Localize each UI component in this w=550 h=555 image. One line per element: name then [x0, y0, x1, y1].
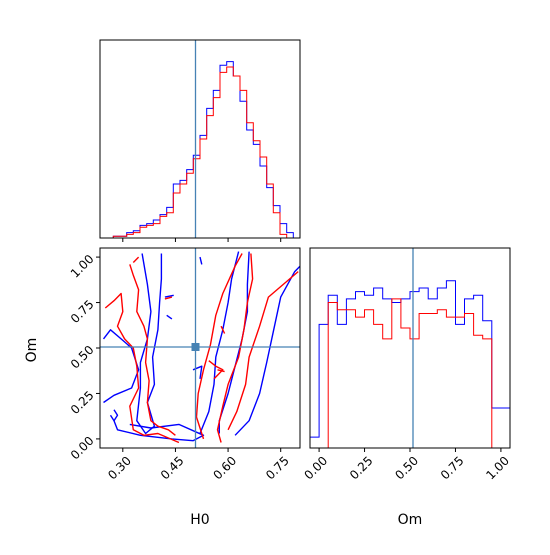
contour-series-2-line-3	[195, 253, 243, 440]
h0-marginal-panel	[99, 39, 301, 242]
contour-series-1-line-9	[164, 294, 174, 298]
contour-series-2-line-8	[217, 369, 225, 373]
contour-series-1-line-5	[218, 251, 250, 434]
contour-series-2-line-10	[132, 256, 140, 263]
om-x-tick-label: 0.75	[438, 454, 467, 483]
om-histograms	[310, 280, 510, 448]
joint-y-tick-label: 0.25	[68, 388, 97, 417]
om-histogram-series-1	[310, 280, 510, 448]
h0-histogram-series-2	[100, 66, 300, 238]
contour-series-1-line-3	[136, 253, 163, 435]
h0-om-contours	[102, 251, 300, 444]
joint-x-axis-label: H0	[190, 512, 209, 528]
joint-truth-marker	[191, 343, 200, 351]
joint-y-axis-label: Om	[24, 338, 40, 363]
om-x-tick-label: 0.00	[301, 454, 330, 483]
contour-series-1-line-4	[199, 251, 240, 434]
joint-y-tick-label: 0.75	[68, 297, 97, 326]
joint-y-tick-label: 0.00	[68, 434, 97, 463]
contour-series-2-line-4	[216, 253, 254, 443]
om-marginal-frame	[309, 247, 511, 449]
contour-series-2-line-6	[208, 360, 224, 380]
joint-y-tick-label: 1.00	[68, 252, 97, 281]
h0-marginal-frame	[99, 39, 301, 239]
om-x-tick-label: 0.50	[392, 454, 421, 483]
joint-x-tick-label: 0.75	[263, 454, 292, 483]
contour-series-2-line-7	[220, 325, 226, 334]
contour-series-1-line-2	[113, 420, 205, 442]
contour-series-2-line-1	[104, 292, 180, 444]
joint-x-tick-label: 0.60	[210, 454, 239, 483]
om-marginal-panel: 0.00 0.25 0.50 0.75 1.00 Om	[301, 247, 512, 528]
joint-x-tick-label: 0.45	[158, 454, 187, 483]
joint-panel: 0.30 0.45 0.60 0.75 0.00 0.25 0.50 0.75 1.00 H0…	[24, 247, 301, 528]
joint-x-ticks: 0.30 0.45 0.60 0.75	[105, 448, 292, 482]
joint-x-tick-label: 0.30	[105, 454, 134, 483]
contour-series-2-line-2	[129, 264, 176, 436]
contour-series-1-line-8	[199, 256, 203, 265]
contour-series-2-line-5	[227, 271, 299, 431]
om-histogram-series-2	[310, 298, 510, 448]
contour-series-1-line-6	[234, 265, 300, 436]
h0-histograms	[100, 61, 300, 238]
joint-y-ticks: 0.00 0.25 0.50 0.75 1.00	[68, 252, 100, 463]
om-x-tick-label: 0.25	[347, 454, 376, 483]
contour-series-1-line-11	[109, 409, 119, 422]
contour-series-2-line-9	[164, 296, 173, 300]
om-x-ticks: 0.00 0.25 0.50 0.75 1.00	[301, 448, 512, 482]
h0-marginal-x-ticks	[122, 238, 282, 242]
joint-y-tick-label: 0.50	[68, 343, 97, 372]
om-x-tick-label: 1.00	[483, 454, 512, 483]
contour-series-1-line-10	[166, 314, 173, 320]
contour-series-1-line-7	[192, 365, 203, 379]
contour-series-1-line-1	[102, 329, 140, 404]
om-x-axis-label: Om	[398, 512, 423, 528]
